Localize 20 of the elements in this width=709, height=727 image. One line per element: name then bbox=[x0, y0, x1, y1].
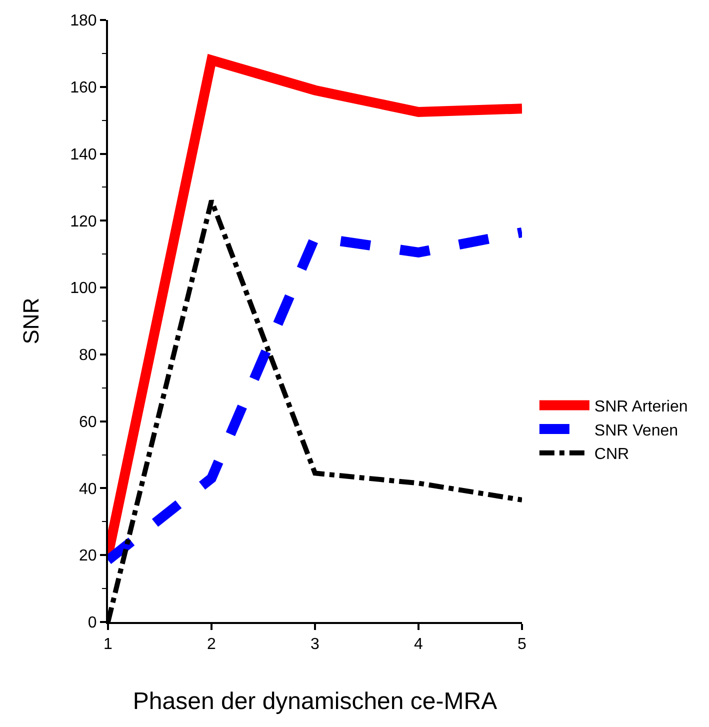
y-tick-label: 120 bbox=[70, 213, 97, 230]
legend-label: SNR Arterien bbox=[594, 398, 688, 416]
y-tick-label: 80 bbox=[79, 347, 97, 364]
legend-label: CNR bbox=[594, 446, 630, 464]
x-tick-label: 2 bbox=[207, 636, 216, 654]
x-tick-label: 3 bbox=[310, 636, 320, 654]
x-tick-label: 4 bbox=[414, 636, 424, 654]
y-tick-label: 0 bbox=[88, 614, 97, 632]
y-tick-label: 160 bbox=[70, 79, 97, 96]
y-tick-label: 180 bbox=[70, 12, 97, 30]
y-tick-label: 40 bbox=[79, 480, 97, 498]
y-tick-label: 20 bbox=[79, 548, 97, 565]
x-axis-title: Phasen der dynamischen ce-MRA bbox=[132, 688, 498, 715]
x-tick-label: 5 bbox=[518, 636, 527, 654]
y-tick-label: 100 bbox=[70, 280, 97, 298]
legend-label: SNR Venen bbox=[594, 422, 678, 440]
x-tick-label: 1 bbox=[104, 636, 113, 654]
y-tick-label: 60 bbox=[79, 414, 97, 431]
y-tick-label: 140 bbox=[70, 146, 97, 164]
y-axis-title: SNR bbox=[18, 298, 44, 344]
